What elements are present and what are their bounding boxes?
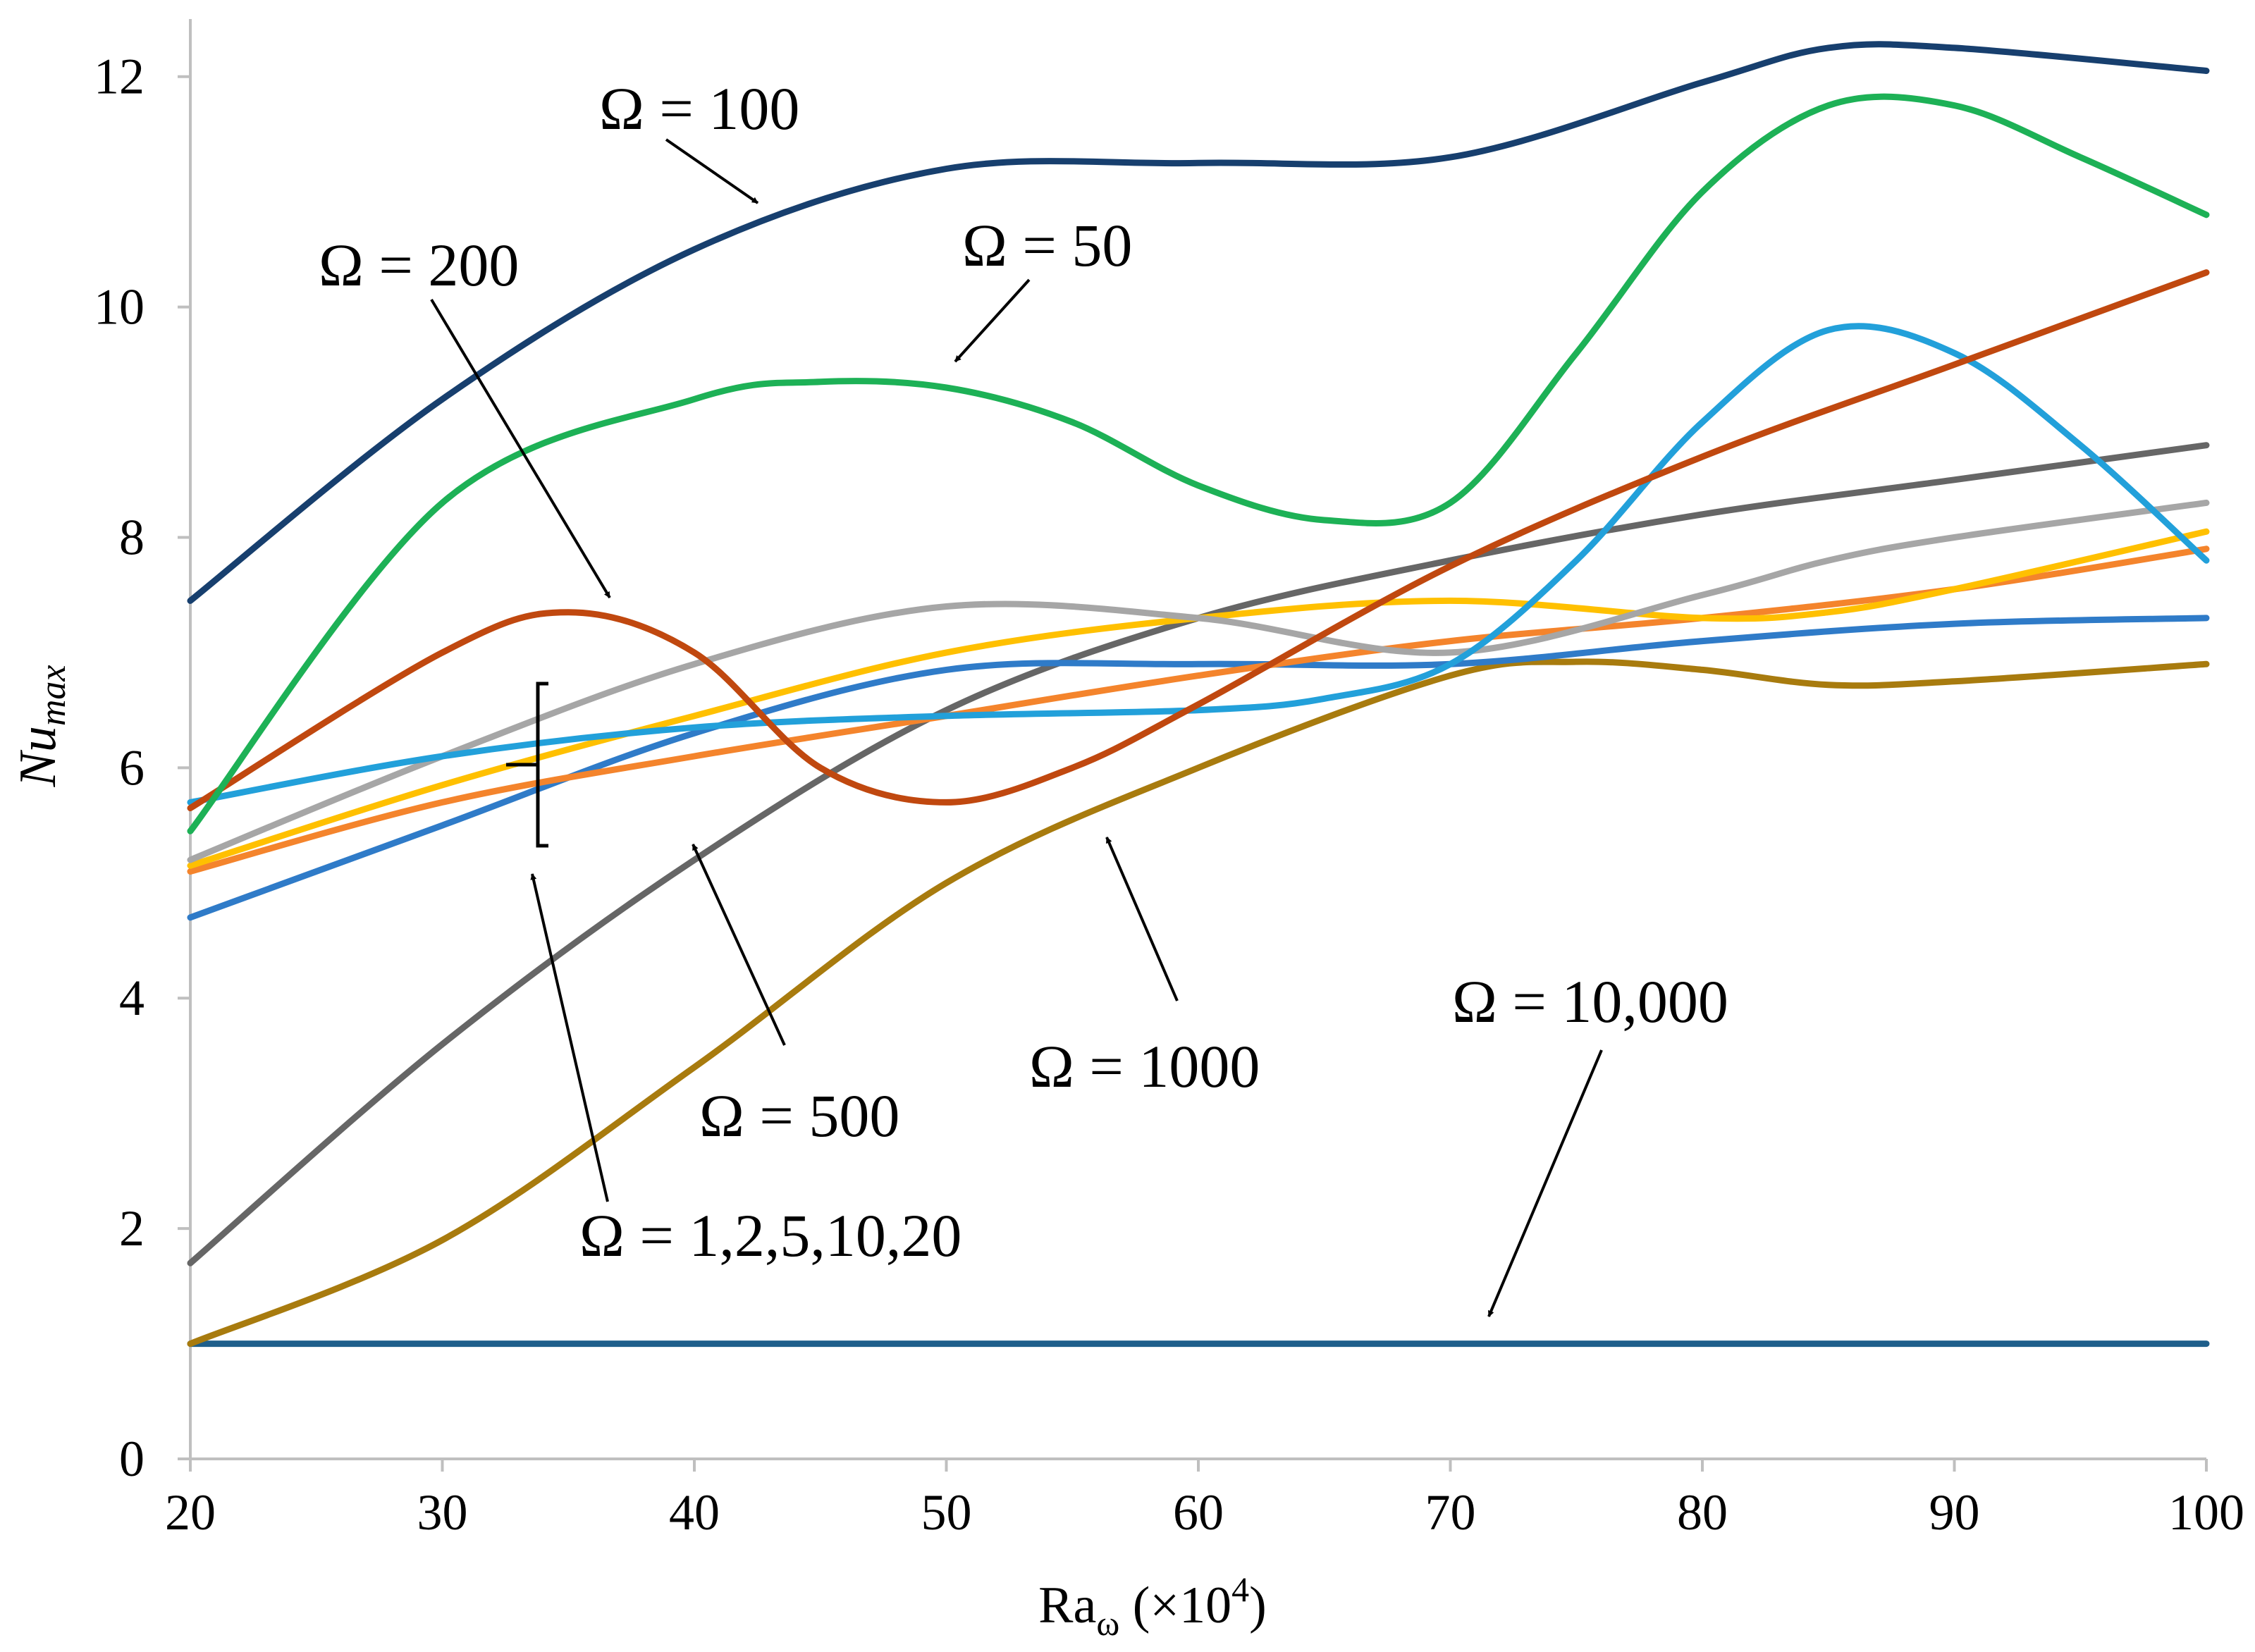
y-tick-label: 8 (119, 509, 145, 565)
x-tick-label: 60 (1173, 1484, 1224, 1541)
x-tick-label: 70 (1425, 1484, 1476, 1541)
annotation-omega-10000: Ω = 10,000 (1452, 968, 1728, 1317)
svg-text:Ω = 200: Ω = 200 (319, 231, 519, 299)
series-line-1 (187, 615, 2210, 921)
series-line-20 (187, 323, 2210, 806)
x-tick-label: 80 (1677, 1484, 1728, 1541)
y-tick-label: 4 (119, 970, 145, 1026)
y-axis-title: Numax (9, 665, 73, 788)
y-axis-ticks: 0 2 4 6 8 10 12 (94, 49, 190, 1487)
curly-brace (506, 682, 548, 848)
series-line-100 (187, 41, 2210, 604)
svg-text:Ω = 1,2,5,10,20: Ω = 1,2,5,10,20 (579, 1202, 961, 1269)
series-line-2 (187, 545, 2210, 875)
annotation-omega-500: Ω = 500 (692, 844, 899, 1149)
svg-text:Ω = 500: Ω = 500 (699, 1082, 899, 1149)
series-line-500 (187, 442, 2210, 1266)
y-tick-label: 2 (119, 1200, 145, 1257)
y-tick-label: 6 (119, 739, 145, 796)
x-tick-label: 50 (921, 1484, 972, 1541)
annotation-omega-100: Ω = 100 (599, 75, 799, 204)
svg-text:Ω = 10,000: Ω = 10,000 (1452, 968, 1728, 1035)
series-line-200 (187, 269, 2210, 812)
y-tick-label: 12 (94, 49, 145, 105)
annotation-omega-1000: Ω = 1000 (1029, 837, 1260, 1100)
svg-text:Ω = 50: Ω = 50 (962, 211, 1132, 279)
annotation-omega-50: Ω = 50 (954, 211, 1132, 363)
x-tick-label: 20 (165, 1484, 216, 1541)
series-lines (187, 41, 2210, 1348)
annotation-omega-low: Ω = 1,2,5,10,20 (506, 682, 961, 1269)
x-tick-label: 30 (417, 1484, 468, 1541)
x-tick-label: 40 (669, 1484, 720, 1541)
x-axis-title: Raω (×104) (1038, 1570, 1267, 1643)
y-tick-label: 0 (119, 1431, 145, 1487)
svg-text:Ω = 100: Ω = 100 (599, 75, 799, 142)
x-tick-label: 90 (1929, 1484, 1980, 1541)
x-tick-label: 100 (2168, 1484, 2244, 1541)
y-tick-label: 10 (94, 279, 145, 335)
series-line-1000 (187, 658, 2210, 1348)
series-line-50 (187, 93, 2210, 834)
svg-text:Ω = 1000: Ω = 1000 (1029, 1032, 1260, 1100)
x-axis-ticks: 20 30 40 50 60 70 80 90 100 (165, 1459, 2244, 1541)
annotation-omega-200: Ω = 200 (319, 231, 611, 599)
